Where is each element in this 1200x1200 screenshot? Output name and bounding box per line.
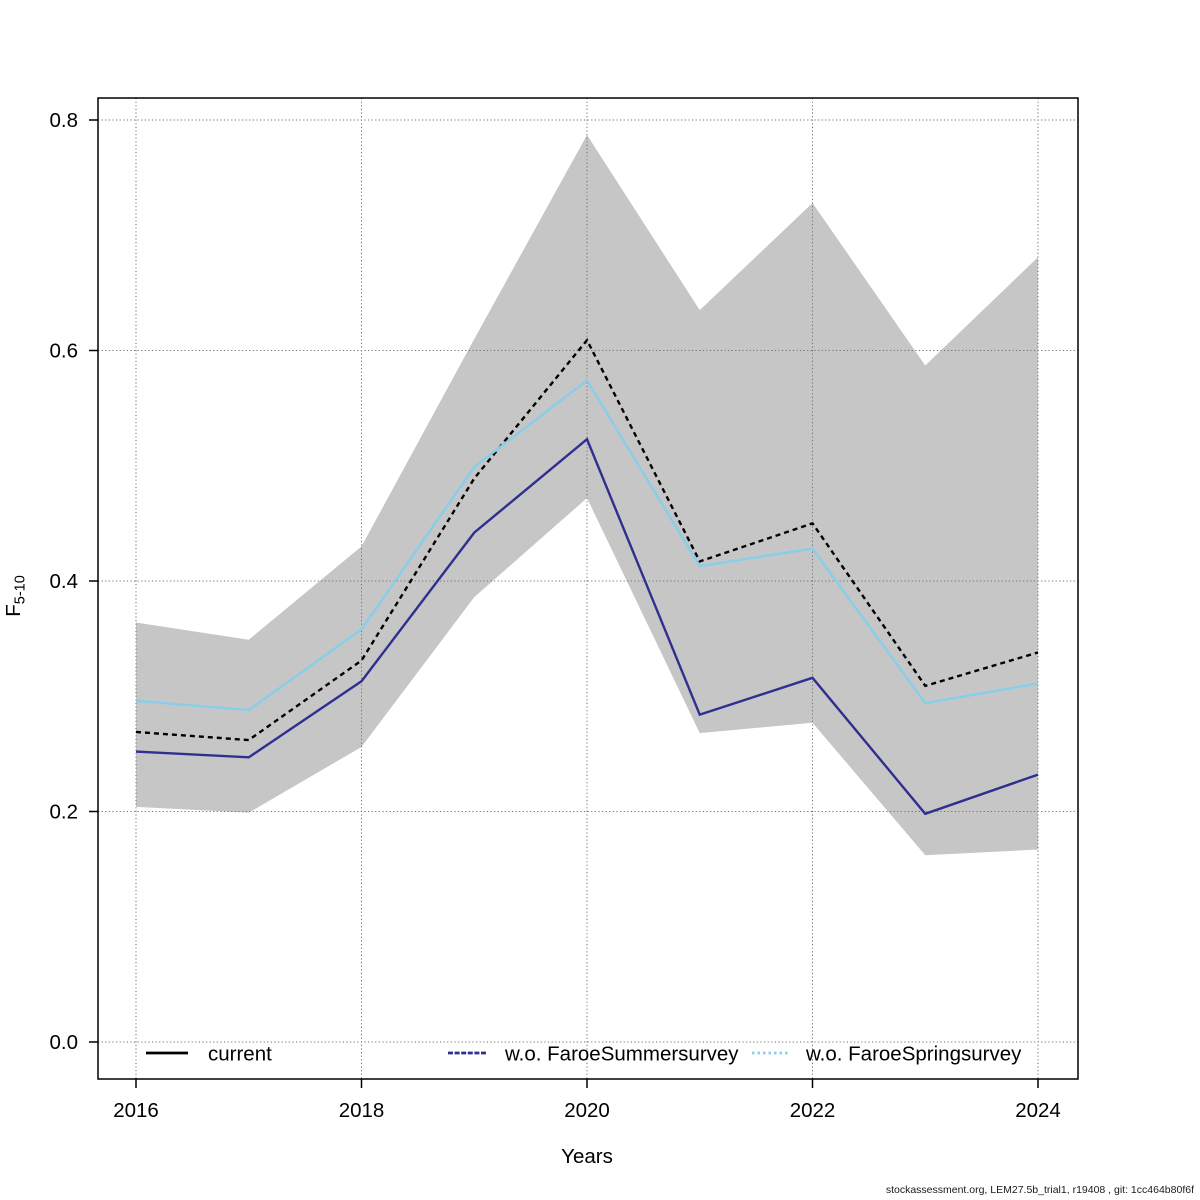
legend-label-current: current	[208, 1043, 272, 1066]
x-axis-title: Years	[561, 1145, 613, 1168]
x-tick-label-2024: 2024	[1015, 1099, 1061, 1122]
legend-label-w-o-faroesummersurvey: w.o. FaroeSummersurvey	[504, 1043, 739, 1066]
x-tick-label-2020: 2020	[564, 1099, 610, 1122]
y-tick-label-0.8: 0.8	[50, 109, 79, 132]
y-tick-label-0.4: 0.4	[50, 570, 79, 593]
x-tick-label-2018: 2018	[339, 1099, 385, 1122]
y-tick-label-0.0: 0.0	[50, 1031, 79, 1054]
footer-credit: stockassessment.org, LEM27.5b_trial1, r1…	[885, 1184, 1194, 1196]
legend-label-w-o-faroespringsurvey: w.o. FaroeSpringsurvey	[805, 1043, 1022, 1066]
plot-box	[97, 97, 1079, 1080]
series-line-w-o-faroesummersurvey	[135, 437, 1039, 816]
x-tick-label-2022: 2022	[790, 1099, 836, 1122]
x-tick-label-2016: 2016	[113, 1099, 159, 1122]
y-tick-label-0.6: 0.6	[50, 340, 79, 363]
series-line-w-o-faroespringsurvey	[135, 378, 1039, 712]
y-tick-label-0.2: 0.2	[50, 801, 79, 824]
series-line-current	[135, 337, 1039, 742]
y-axis-title: F5-10	[2, 575, 29, 617]
